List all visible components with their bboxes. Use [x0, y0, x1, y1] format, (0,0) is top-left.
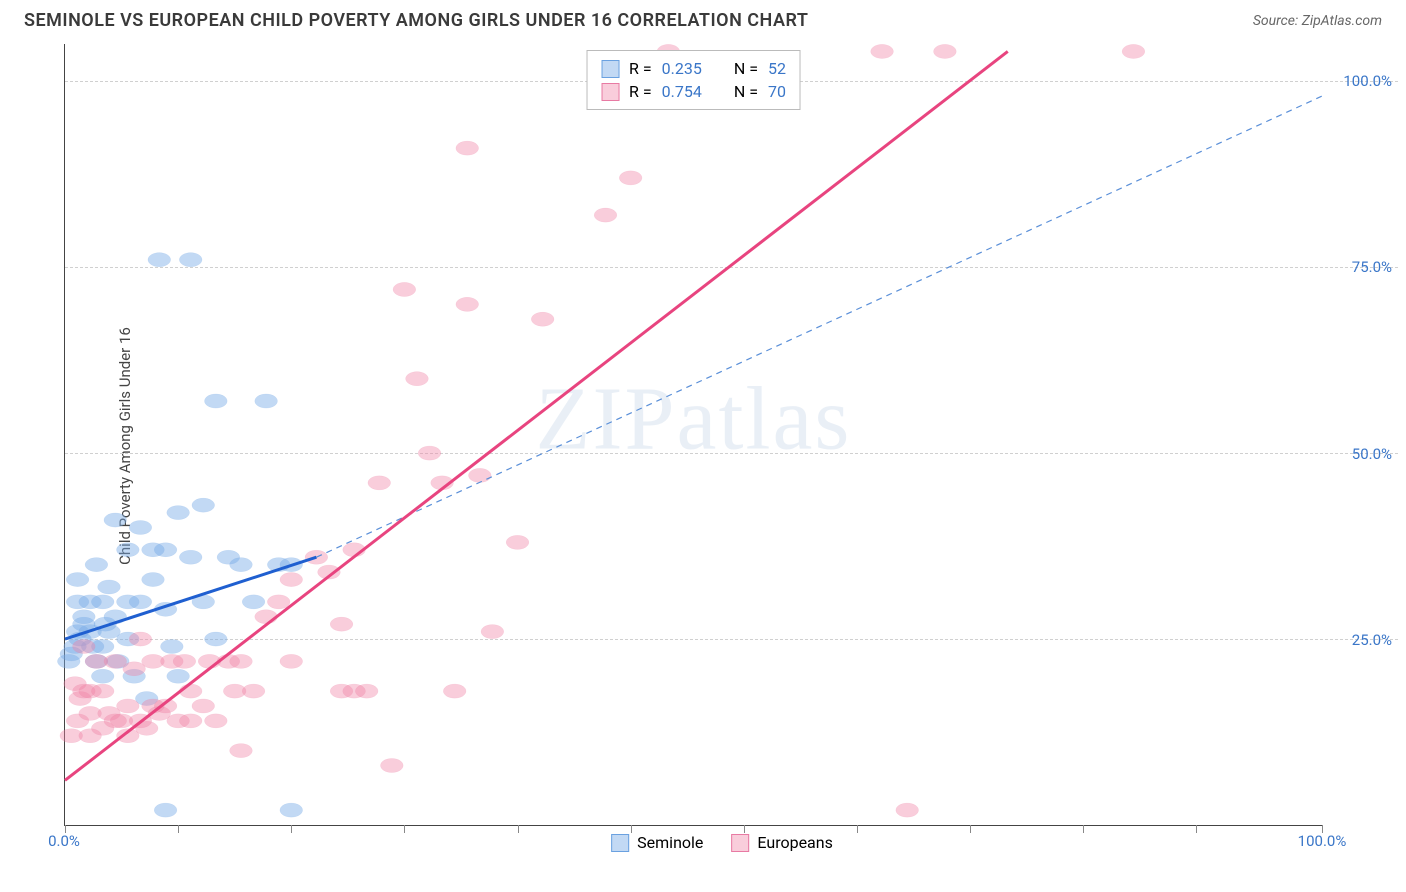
stat-n-europeans: 70	[768, 82, 786, 101]
source-name: ZipAtlas.com	[1302, 13, 1382, 29]
legend-stats: R = 0.235 N = 52 R = 0.754 N = 70	[586, 50, 801, 110]
legend-series: Seminole Europeans	[611, 833, 833, 852]
swatch-seminole	[601, 60, 619, 78]
legend-label-seminole: Seminole	[637, 833, 703, 852]
chart-area: ZIPatlas R = 0.235 N = 52 R = 0.754 N = …	[46, 44, 1398, 856]
y-tick-label: 100.0%	[1343, 72, 1392, 90]
source-label: Source:	[1253, 13, 1298, 29]
stat-n-label: N =	[734, 59, 758, 78]
swatch-europeans	[731, 834, 749, 852]
stat-r-label: R =	[629, 82, 652, 101]
swatch-europeans	[601, 83, 619, 101]
stat-r-seminole: 0.235	[662, 59, 702, 78]
swatch-seminole	[611, 834, 629, 852]
y-tick-label: 25.0%	[1352, 631, 1392, 649]
legend-stats-row-seminole: R = 0.235 N = 52	[601, 57, 786, 80]
y-tick-label: 50.0%	[1352, 445, 1392, 463]
stat-n-seminole: 52	[768, 59, 786, 78]
y-tick-label: 75.0%	[1352, 258, 1392, 276]
y-tick-labels: 25.0% 50.0% 75.0% 100.0%	[1322, 44, 1398, 826]
legend-stats-row-europeans: R = 0.754 N = 70	[601, 80, 786, 103]
stat-r-europeans: 0.754	[662, 82, 702, 101]
chart-title: SEMINOLE VS EUROPEAN CHILD POVERTY AMONG…	[24, 10, 808, 31]
x-tick-label: 100.0%	[1298, 832, 1347, 850]
legend-label-europeans: Europeans	[757, 833, 832, 852]
source-attribution: Source: ZipAtlas.com	[1253, 13, 1382, 29]
scatter-svg	[65, 44, 1322, 825]
x-tick-label: 0.0%	[48, 832, 80, 850]
legend-item-seminole: Seminole	[611, 833, 703, 852]
plot-area: ZIPatlas R = 0.235 N = 52 R = 0.754 N = …	[64, 44, 1322, 826]
legend-item-europeans: Europeans	[731, 833, 832, 852]
stat-n-label: N =	[734, 82, 758, 101]
chart-header: SEMINOLE VS EUROPEAN CHILD POVERTY AMONG…	[0, 0, 1406, 37]
stat-r-label: R =	[629, 59, 652, 78]
